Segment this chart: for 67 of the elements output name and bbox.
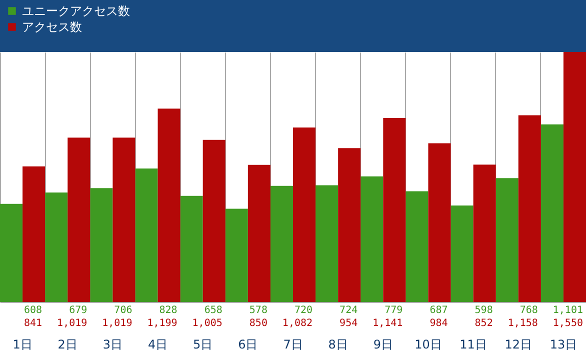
data-label: 852 (474, 318, 493, 329)
data-label: 1,019 (57, 318, 88, 329)
bar (45, 192, 68, 302)
bar (202, 140, 226, 302)
data-label: 578 (249, 305, 268, 316)
bar (0, 204, 23, 302)
x-tick-label: 12日 (504, 338, 532, 352)
data-label: 598 (474, 305, 493, 316)
bar (90, 188, 113, 302)
x-tick-label: 9日 (373, 338, 393, 352)
bar (406, 191, 428, 302)
x-tick-label: 1日 (12, 338, 32, 352)
x-tick-label: 13日 (550, 338, 578, 352)
bar (360, 176, 384, 302)
bar (428, 143, 451, 302)
x-tick-label: 6日 (238, 338, 258, 352)
data-label: 687 (430, 305, 448, 316)
data-label: 706 (114, 305, 132, 316)
bar (473, 164, 496, 302)
data-label: 679 (69, 305, 88, 316)
bar (270, 186, 293, 302)
data-label: 608 (24, 305, 42, 316)
data-label: 850 (249, 318, 268, 329)
bar (135, 168, 158, 302)
bar (225, 208, 248, 302)
x-tick-label: 4日 (148, 338, 168, 352)
bar (450, 206, 474, 302)
data-label: 841 (24, 318, 42, 329)
data-label: 1,082 (282, 318, 313, 329)
bar (518, 115, 541, 302)
bar (180, 196, 203, 302)
x-tick-label: 11日 (460, 338, 487, 352)
bar (22, 166, 46, 302)
bar (248, 164, 270, 302)
data-label: 984 (430, 318, 448, 329)
legend-label: アクセス数 (22, 20, 82, 34)
bar (563, 52, 586, 302)
x-tick-label: 2日 (58, 338, 78, 352)
bar (383, 118, 406, 302)
data-label: 1,199 (147, 318, 178, 329)
data-label: 1,158 (508, 318, 538, 329)
bar (158, 108, 180, 302)
data-label: 1,005 (192, 318, 222, 329)
data-label: 954 (340, 318, 358, 329)
bar (540, 124, 564, 302)
data-label: 828 (159, 305, 178, 316)
legend-label: ユニークアクセス数 (22, 4, 130, 18)
data-label: 1,141 (372, 318, 403, 329)
x-tick-label: 7日 (283, 338, 303, 352)
bar (68, 138, 90, 302)
data-label: 768 (520, 305, 538, 316)
bar (293, 127, 316, 302)
data-label: 1,101 (552, 305, 583, 316)
bar (112, 138, 136, 302)
data-label: 724 (340, 305, 358, 316)
x-tick-label: 5日 (193, 338, 213, 352)
bar (316, 185, 338, 302)
x-tick-label: 10日 (414, 338, 442, 352)
data-label: 779 (384, 305, 403, 316)
bar (496, 178, 518, 302)
data-label: 1,019 (102, 318, 132, 329)
data-label: 720 (294, 305, 313, 316)
data-label: 1,550 (552, 318, 583, 329)
x-tick-label: 8日 (328, 338, 348, 352)
x-tick-label: 3日 (102, 338, 123, 352)
bar (338, 148, 361, 302)
data-label: 658 (204, 305, 222, 316)
